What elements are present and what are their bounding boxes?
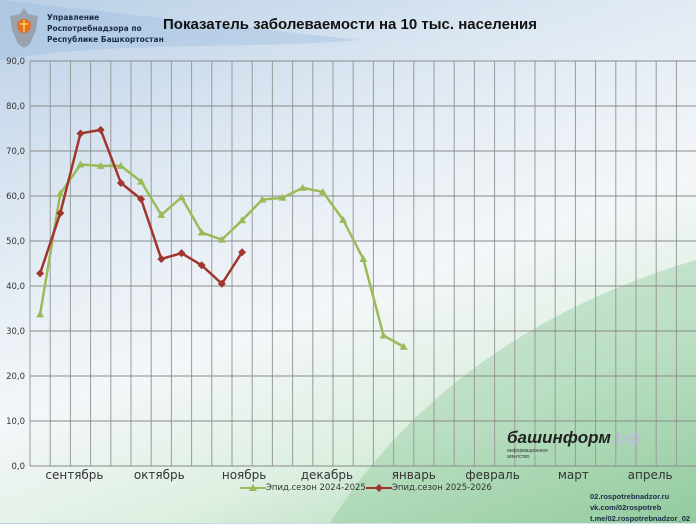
legend-label: Эпид.сезон 2025-2026: [392, 483, 492, 493]
data-point: [238, 216, 247, 224]
x-month-label: февраль: [465, 468, 519, 482]
data-point: [56, 189, 65, 197]
data-point: [137, 177, 146, 185]
org-line: Управление: [47, 13, 100, 22]
data-point: [217, 235, 226, 243]
data-point: [339, 215, 348, 223]
y-tick-label: 50,0: [6, 237, 25, 247]
series-line-0: [38, 163, 405, 348]
data-point: [298, 183, 307, 191]
data-point: [36, 269, 45, 278]
legend-marker-red: [366, 484, 392, 492]
brand-subtitle: информационное: [507, 448, 548, 454]
bashinform-logo: башинформ.рф информационное агентство: [507, 428, 641, 460]
contact-links: 02.rospotrebnadzor.ru vk.com/02rospotreb…: [590, 491, 690, 524]
legend-item-2025: Эпид.сезон 2025-2026: [366, 483, 492, 493]
brand-subtitle: агентство: [507, 454, 530, 460]
data-point: [197, 261, 206, 270]
y-tick-label: 10,0: [6, 417, 25, 427]
brand-name: башинформ: [507, 428, 611, 447]
x-month-label: январь: [392, 468, 436, 482]
data-point: [56, 209, 65, 218]
data-point: [76, 160, 85, 168]
data-point: [278, 193, 287, 201]
legend-marker-green: [240, 484, 266, 491]
y-tick-label: 0,0: [11, 462, 25, 472]
x-month-label: декабрь: [301, 468, 353, 482]
legend-label: Эпид.сезон 2024-2025: [266, 483, 366, 493]
data-point: [217, 279, 226, 288]
x-month-label: апрель: [628, 468, 673, 482]
data-point: [177, 249, 186, 258]
data-point: [197, 228, 206, 236]
data-point: [238, 248, 247, 257]
data-point: [399, 342, 408, 350]
x-month-label: март: [558, 468, 589, 482]
org-line: Республике Башкортостан: [47, 35, 164, 44]
data-point: [157, 255, 166, 263]
data-point: [177, 193, 186, 201]
x-month-label: сентябрь: [45, 468, 103, 482]
brand-tld: .рф: [610, 428, 641, 447]
link-vk[interactable]: vk.com/02rospotreb: [590, 503, 662, 512]
link-site[interactable]: 02.rospotrebnadzor.ru: [590, 492, 670, 501]
org-line: Роспотребнадзора по: [47, 24, 142, 33]
legend-item-2024: Эпид.сезон 2024-2025: [240, 483, 366, 493]
data-point: [359, 255, 368, 262]
data-point: [379, 331, 388, 339]
y-tick-label: 90,0: [6, 57, 25, 67]
x-month-label: ноябрь: [222, 468, 267, 482]
rospotrebnadzor-emblem: [10, 8, 38, 48]
data-point: [96, 125, 105, 134]
y-tick-label: 80,0: [6, 102, 25, 112]
data-point: [318, 187, 327, 195]
link-telegram[interactable]: t.me/02.rospotrebnadzor_02: [590, 514, 691, 523]
data-point: [157, 210, 166, 218]
y-tick-label: 40,0: [6, 282, 25, 292]
chart-title: Показатель заболеваемости на 10 тыс. нас…: [163, 16, 538, 33]
data-point: [116, 178, 125, 187]
data-point: [116, 161, 125, 169]
y-tick-label: 70,0: [6, 147, 25, 157]
data-point: [96, 161, 105, 169]
y-tick-label: 20,0: [6, 372, 25, 382]
y-tick-label: 60,0: [6, 192, 25, 202]
x-month-label: октябрь: [134, 468, 185, 482]
data-point: [137, 195, 146, 204]
data-point: [258, 195, 267, 203]
data-point: [36, 310, 45, 318]
data-point: [76, 129, 85, 138]
org-name: Управление Роспотребнадзора по Республик…: [47, 12, 164, 45]
y-tick-label: 30,0: [6, 327, 25, 337]
